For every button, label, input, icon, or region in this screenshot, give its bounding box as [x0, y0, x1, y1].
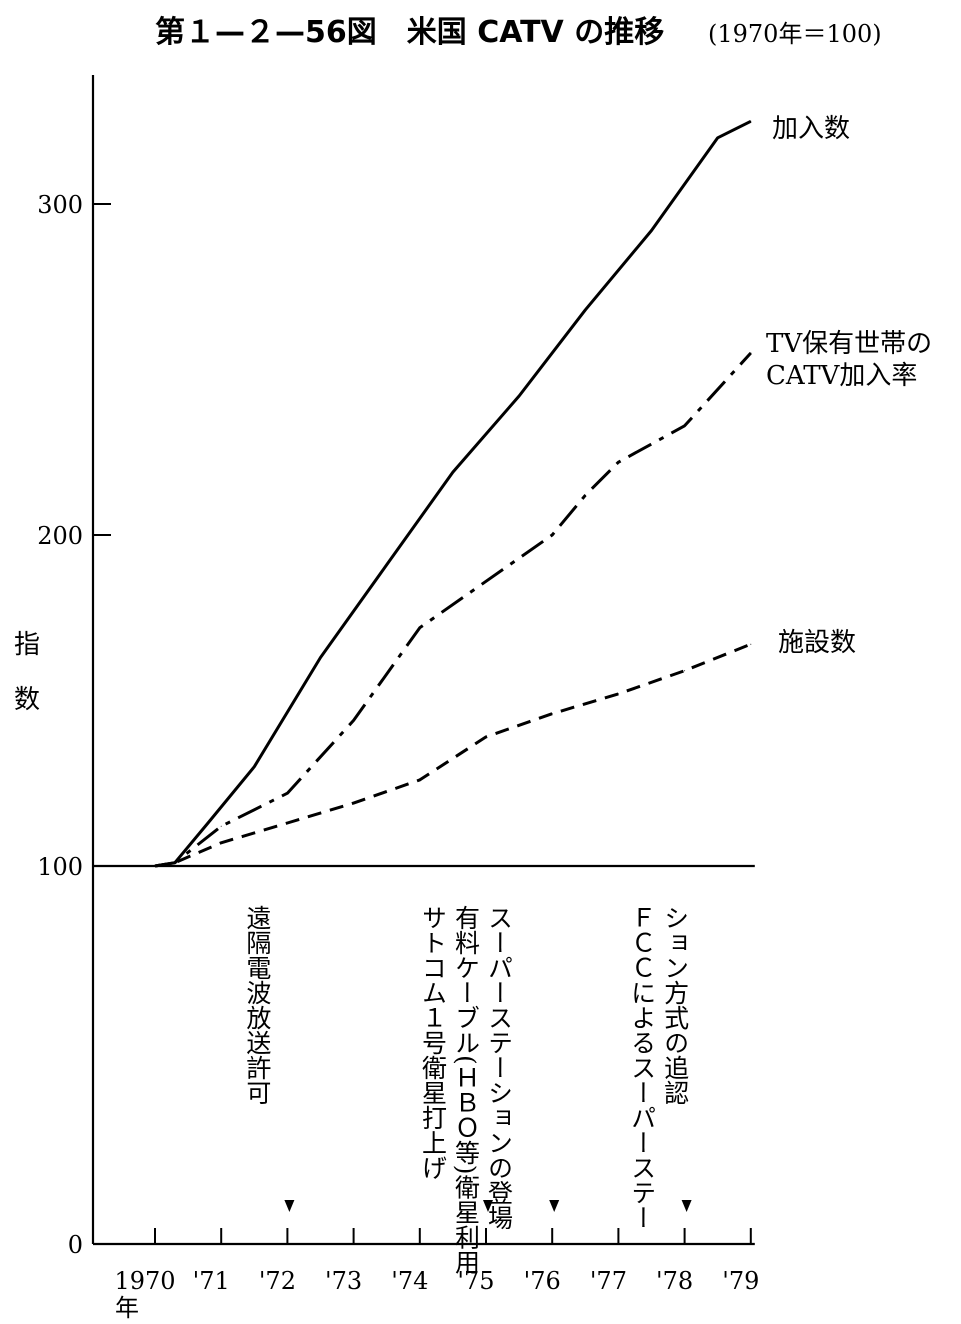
x-tick-label: '75	[457, 1267, 494, 1295]
series-point-0	[518, 395, 520, 397]
series-point-0	[452, 471, 454, 473]
y-axis-label: 指	[14, 630, 40, 660]
series-label: 加入数	[772, 114, 850, 144]
series-point-2	[174, 862, 176, 864]
chart-subtitle: (1970年＝100)	[708, 20, 882, 48]
y-tick-label: 0	[68, 1231, 83, 1259]
y-tick-label: 200	[37, 522, 83, 550]
series-label: TV保有世帯の	[766, 329, 932, 359]
x-tick-label: '76	[524, 1267, 561, 1295]
x-tick-label: '72	[259, 1267, 296, 1295]
series-point-1	[220, 825, 222, 827]
series-point-1	[551, 534, 553, 536]
series-point-1	[617, 461, 619, 463]
x-tick-label: '79	[722, 1267, 759, 1295]
series-line-1	[154, 351, 752, 868]
event-marker	[681, 1200, 692, 1212]
series-point-2	[684, 670, 686, 672]
series-point-2	[286, 822, 288, 824]
x-tick-label: '73	[325, 1267, 362, 1295]
series-point-1	[353, 719, 355, 721]
series-point-0	[320, 657, 321, 658]
series-point-2	[551, 713, 553, 715]
series-point-1	[419, 627, 421, 629]
axes: 0 100 200 300 1970 '71 '72 '73 '74 '75 '76 '77 '78 '7…	[14, 75, 759, 1322]
annotation-text: 遠隔電波放送許可	[243, 905, 272, 1105]
series-group	[154, 119, 752, 868]
event-marker	[483, 1200, 493, 1212]
annotation-text: サトコム１号衛星打上げ	[419, 905, 448, 1180]
x-tick-label: '71	[193, 1267, 230, 1295]
series-label: CATV加入率	[766, 361, 917, 391]
series-point-0	[584, 309, 586, 311]
series-label: 施設数	[778, 628, 856, 658]
x-tick-label: '78	[656, 1267, 693, 1295]
chart-title: 第１—２—56図 米国 CATV の推移	[155, 15, 664, 50]
annotation-text: ＦＣＣによるスーパーステー	[628, 905, 657, 1230]
series-point-2	[419, 779, 421, 781]
series-point-0	[750, 120, 752, 122]
y-tick-label: 300	[37, 191, 83, 219]
series-point-0	[207, 822, 209, 824]
series-point-1	[286, 792, 288, 794]
y-tick-label: 100	[37, 853, 83, 881]
series-line-2	[154, 642, 752, 868]
annotations: 遠隔電波放送許可 サトコム１号衛星打上げ 有料ケーブル(ＨＢＯ等)衛星利用 スーパース…	[243, 905, 692, 1275]
series-point-0	[386, 564, 388, 566]
series-point-2	[353, 802, 355, 804]
series-point-2	[750, 643, 752, 645]
series-line-0	[154, 119, 752, 868]
x-tick-label: 1970	[114, 1267, 175, 1295]
series-point-2	[220, 842, 222, 844]
x-tick-label: '77	[590, 1267, 627, 1295]
series-point-2	[617, 693, 619, 695]
series-point-2	[485, 736, 487, 738]
series-point-0	[717, 137, 719, 139]
series-point-2	[154, 865, 156, 867]
series-point-1	[750, 352, 752, 354]
series-point-0	[253, 766, 255, 768]
annotation-text: ション方式の追認	[661, 905, 690, 1105]
x-tick-label: '74	[391, 1267, 428, 1295]
series-point-0	[651, 230, 652, 231]
event-marker	[284, 1200, 295, 1212]
annotation-text: スーパーステーションの登場	[485, 905, 514, 1230]
series-point-1	[485, 580, 487, 582]
annotation-text: 有料ケーブル(ＨＢＯ等)衛星利用	[452, 905, 481, 1275]
y-axis-label: 数	[14, 685, 40, 715]
series-point-1	[684, 425, 686, 427]
x-axis-label: 年	[115, 1294, 139, 1322]
event-marker	[549, 1200, 560, 1212]
series-point-1	[584, 494, 586, 496]
